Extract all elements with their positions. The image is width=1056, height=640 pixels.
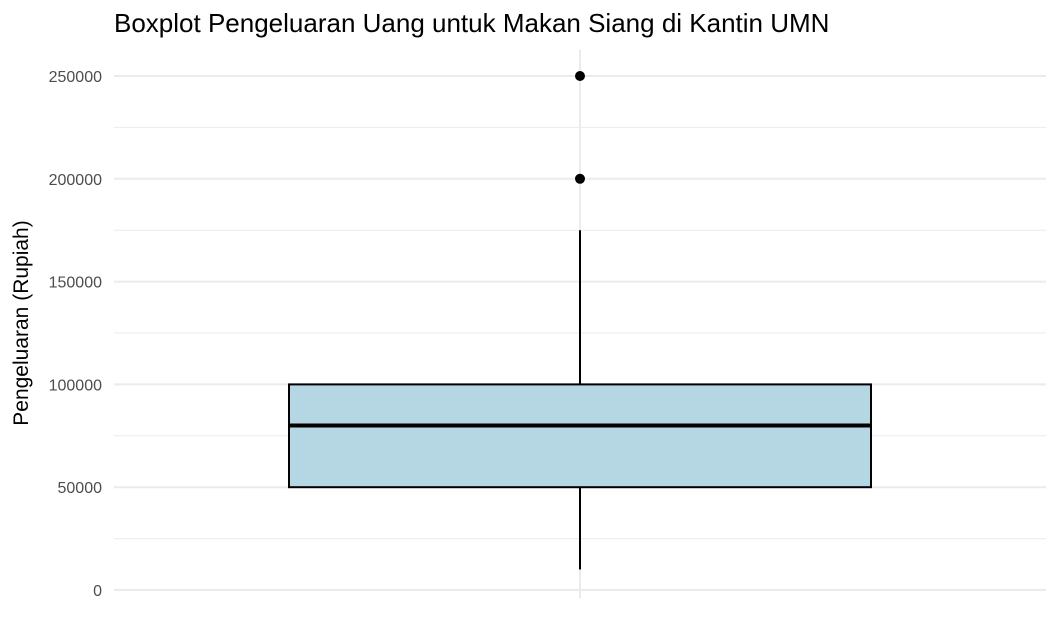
y-tick-label: 100000 <box>49 377 102 394</box>
outlier-point <box>575 173 585 184</box>
iqr-box <box>288 383 872 489</box>
y-tick-label: 150000 <box>49 275 102 292</box>
y-tick-labels: 0 50000 100000 150000 200000 250000 <box>49 69 102 600</box>
y-tick-label: 200000 <box>49 172 102 189</box>
y-tick-label: 250000 <box>49 69 102 86</box>
boxplot <box>288 71 872 570</box>
y-tick-label: 0 <box>93 583 102 600</box>
y-tick-label: 50000 <box>58 480 103 497</box>
chart-title: Boxplot Pengeluaran Uang untuk Makan Sia… <box>114 8 830 38</box>
outlier-point <box>575 71 585 81</box>
